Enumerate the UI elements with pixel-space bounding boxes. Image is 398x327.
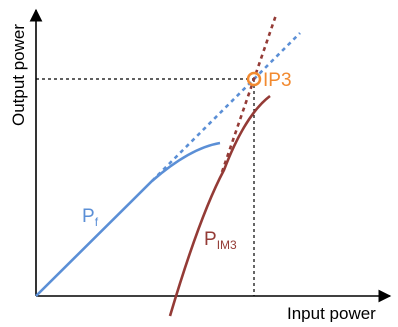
fundamental-label-sub: f — [95, 215, 99, 229]
fundamental-extrapolation — [151, 32, 301, 182]
y-axis-label: Output power — [9, 24, 28, 126]
intermod-label-main: P — [204, 229, 217, 250]
intermod-curve — [168, 94, 271, 317]
fundamental-curve — [35, 141, 221, 297]
ip3-marker — [246, 71, 262, 87]
intermod-label-sub: IM3 — [217, 238, 237, 252]
intermod-extrapolation — [220, 14, 278, 173]
fundamental-label: Pf — [82, 206, 99, 229]
ip3-label: IP3 — [263, 70, 292, 91]
x-axis-label: Input power — [287, 304, 376, 322]
intermod-label: PIM3 — [204, 229, 237, 252]
fundamental-label-main: P — [82, 206, 95, 227]
